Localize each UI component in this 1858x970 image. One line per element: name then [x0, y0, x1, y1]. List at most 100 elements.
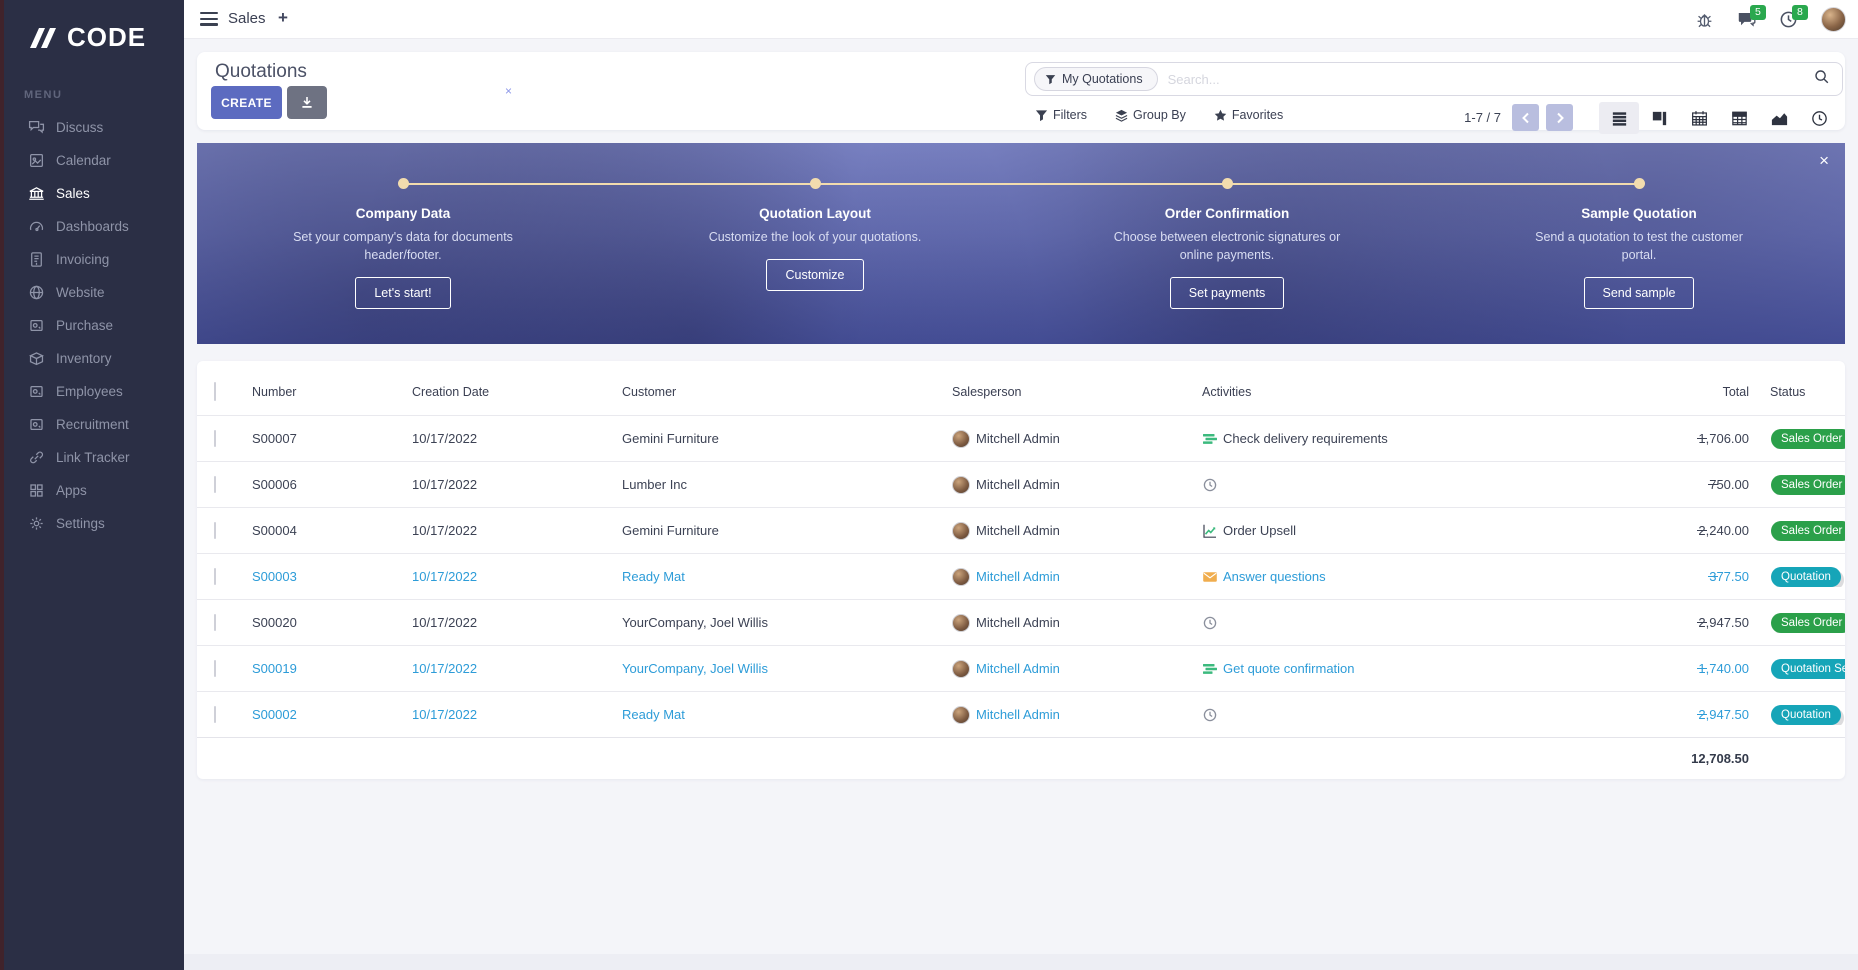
salesperson-name: Mitchell Admin: [976, 431, 1060, 446]
column-header-creation-date[interactable]: Creation Date: [412, 385, 490, 399]
sidebar-item-apps[interactable]: Apps: [4, 474, 184, 507]
pager-next-button[interactable]: [1546, 104, 1573, 131]
row-checkbox[interactable]: [214, 476, 216, 493]
sidebar-item-settings[interactable]: Settings: [4, 507, 184, 540]
export-download-button[interactable]: [287, 86, 327, 119]
pivot-view-button[interactable]: [1719, 102, 1759, 134]
sidebar-item-inventory[interactable]: Inventory: [4, 342, 184, 375]
step-action-button[interactable]: Set payments: [1169, 277, 1285, 310]
column-header-number[interactable]: Number: [252, 385, 297, 399]
cell-salesperson: Mitchell Admin: [941, 659, 1191, 678]
column-header-customer[interactable]: Customer: [622, 385, 677, 399]
sidebar-item-calendar[interactable]: Calendar: [4, 144, 184, 177]
row-checkbox[interactable]: [214, 706, 216, 723]
sidebar-item-label: Invoicing: [56, 252, 110, 267]
quotations-table: Number Creation Date Customer Salesperson Ac…: [197, 361, 1845, 779]
debug-bug-icon[interactable]: [1695, 10, 1715, 30]
hamburger-menu-icon[interactable]: [200, 12, 218, 29]
cell-number: S00003: [252, 569, 297, 584]
cell-status: Sales Order: [1759, 428, 1845, 449]
sidebar-item-sales[interactable]: Sales: [4, 177, 184, 210]
messages-icon[interactable]: 5: [1737, 4, 1766, 30]
logo-icon: [28, 27, 58, 49]
cell-activities[interactable]: Answer questions: [1191, 569, 1561, 585]
new-tab-button[interactable]: +: [278, 8, 288, 27]
sidebar-item-link-tracker[interactable]: Link Tracker: [4, 441, 184, 474]
graph-view-button[interactable]: [1759, 102, 1799, 134]
cell-activities[interactable]: Get quote confirmation: [1191, 661, 1561, 677]
favorites-button[interactable]: Favorites: [1214, 108, 1283, 122]
group-by-button[interactable]: Group By: [1115, 108, 1186, 122]
step-action-button[interactable]: Let's start!: [355, 277, 451, 310]
row-checkbox[interactable]: [214, 430, 216, 447]
step-title: Company Data: [355, 206, 451, 221]
cell-activities[interactable]: [1191, 615, 1561, 631]
list-view-button[interactable]: [1599, 102, 1639, 134]
sidebar-item-employees[interactable]: Employees: [4, 375, 184, 408]
cell-activities[interactable]: [1191, 707, 1561, 723]
search-input[interactable]: [1157, 71, 1814, 87]
salesperson-avatar: [952, 475, 970, 494]
user-avatar[interactable]: [1821, 7, 1846, 32]
step-title: Quotation Layout: [759, 206, 871, 221]
step-action-button[interactable]: Send sample: [1583, 277, 1695, 310]
facet-remove-icon[interactable]: ×: [505, 84, 513, 98]
table-row[interactable]: S00020 10/17/2022 YourCompany, Joel Will…: [197, 599, 1845, 645]
salesperson-name: Mitchell Admin: [976, 523, 1060, 538]
row-checkbox[interactable]: [214, 660, 216, 677]
row-checkbox[interactable]: [214, 614, 216, 631]
cell-creation-date: 10/17/2022: [412, 523, 478, 538]
column-header-activities[interactable]: Activities: [1202, 385, 1252, 399]
status-badge: Sales Order: [1771, 520, 1845, 541]
sidebar-item-recruitment[interactable]: Recruitment: [4, 408, 184, 441]
activity-view-button[interactable]: [1799, 102, 1839, 134]
table-row[interactable]: S00004 10/17/2022 Gemini Furniture Mitch…: [197, 507, 1845, 553]
cell-creation-date: 10/17/2022: [412, 707, 478, 722]
row-checkbox[interactable]: [214, 568, 216, 585]
cell-number: S00002: [252, 707, 297, 722]
apps-icon: [28, 482, 45, 499]
topbar-app-label[interactable]: Sales: [228, 10, 266, 27]
sidebar-item-invoicing[interactable]: Invoicing: [4, 243, 184, 276]
calendar-view-button[interactable]: [1679, 102, 1719, 134]
sidebar-item-website[interactable]: Website: [4, 276, 184, 309]
column-header-salesperson[interactable]: Salesperson: [952, 385, 1022, 399]
cell-activities[interactable]: Order Upsell: [1191, 523, 1561, 539]
sidebar-item-label: Settings: [56, 516, 105, 531]
cell-activities[interactable]: [1191, 477, 1561, 493]
step-action-button[interactable]: Customize: [766, 259, 864, 292]
row-checkbox[interactable]: [214, 522, 216, 539]
table-row[interactable]: S00007 10/17/2022 Gemini Furniture Mitch…: [197, 415, 1845, 461]
pager-previous-button[interactable]: [1512, 104, 1539, 131]
banner-close-icon[interactable]: ×: [1819, 151, 1829, 170]
step-dot-icon: [1633, 178, 1645, 189]
cell-activities[interactable]: Check delivery requirements: [1191, 431, 1561, 447]
search-icon[interactable]: [1814, 69, 1830, 90]
salesperson-avatar: [952, 567, 970, 586]
employees-icon: [28, 383, 45, 400]
cell-customer: Lumber Inc: [622, 477, 688, 492]
app-logo: CODE: [4, 0, 184, 53]
cell-number: S00007: [252, 431, 297, 446]
filters-bar: Filters Group By Favorites: [1035, 108, 1283, 122]
filters-button[interactable]: Filters: [1035, 108, 1087, 122]
table-row[interactable]: S00003 10/17/2022 Ready Mat Mitchell Adm…: [197, 553, 1845, 599]
kanban-view-button[interactable]: [1639, 102, 1679, 134]
table-row[interactable]: S00002 10/17/2022 Ready Mat Mitchell Adm…: [197, 691, 1845, 737]
table-row[interactable]: S00019 10/17/2022 YourCompany, Joel Will…: [197, 645, 1845, 691]
pager-count[interactable]: 1-7 / 7: [1464, 110, 1501, 125]
column-header-total[interactable]: Total: [1722, 385, 1749, 399]
sidebar-item-purchase[interactable]: Purchase: [4, 309, 184, 342]
topbar: Sales + 5 8: [184, 0, 1858, 39]
sidebar-item-discuss[interactable]: Discuss: [4, 111, 184, 144]
select-all-checkbox[interactable]: [214, 382, 216, 401]
pivot-view-icon: [1731, 111, 1747, 125]
sidebar-item-dashboards[interactable]: Dashboards: [4, 210, 184, 243]
cell-status: Quotation: [1759, 704, 1845, 725]
cell-number: S00004: [252, 523, 297, 538]
table-row[interactable]: S00006 10/17/2022 Lumber Inc Mitchell Ad…: [197, 461, 1845, 507]
column-header-status[interactable]: Status: [1770, 385, 1806, 399]
create-button[interactable]: CREATE: [211, 86, 282, 119]
activities-clock-icon[interactable]: 8: [1779, 4, 1808, 30]
status-badge: Sales Order: [1771, 428, 1845, 449]
